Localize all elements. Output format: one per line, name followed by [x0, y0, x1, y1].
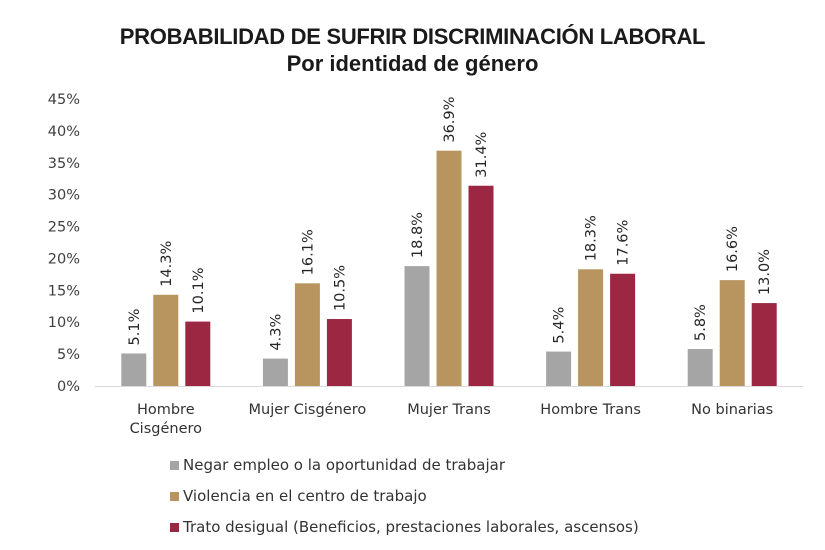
bar — [262, 358, 288, 386]
legend-item: Negar empleo o la oportunidad de trabaja… — [170, 456, 505, 474]
x-tick-label: No binarias — [691, 402, 773, 418]
data-label: 18.3% — [584, 215, 600, 261]
bar — [326, 319, 352, 386]
y-tick-label: 15% — [48, 283, 80, 299]
chart-title: PROBABILIDAD DE SUFRIR DISCRIMINACIÓN LA… — [119, 24, 706, 49]
y-tick-label: 25% — [48, 220, 80, 236]
bar — [185, 321, 211, 386]
bar — [121, 353, 147, 386]
y-tick-label: 30% — [48, 188, 80, 204]
bar — [751, 303, 777, 386]
data-label: 10.5% — [332, 265, 348, 311]
x-tick-label: Hombre — [137, 402, 195, 418]
chart-subtitle: Por identidad de género — [286, 51, 539, 76]
bar — [404, 266, 430, 386]
data-label: 16.1% — [300, 229, 316, 275]
y-tick-label: 10% — [48, 315, 80, 331]
data-label: 5.8% — [693, 304, 709, 341]
legend-label: Negar empleo o la oportunidad de trabaja… — [183, 456, 505, 474]
data-label: 4.3% — [268, 314, 284, 351]
y-tick-label: 5% — [57, 347, 80, 363]
data-label: 14.3% — [159, 241, 175, 287]
bar — [687, 349, 713, 386]
data-label: 16.6% — [725, 226, 741, 272]
data-label: 31.4% — [474, 132, 490, 178]
data-label: 5.4% — [552, 307, 568, 344]
bar — [294, 283, 320, 386]
data-label: 18.8% — [410, 212, 426, 258]
legend-swatch — [170, 522, 179, 532]
y-tick-label: 0% — [57, 379, 80, 395]
legend-item: Trato desigual (Beneficios, prestaciones… — [170, 518, 639, 536]
legend-swatch — [170, 491, 179, 501]
y-tick-label: 35% — [48, 156, 80, 172]
legend-item: Violencia en el centro de trabajo — [170, 487, 427, 505]
legend-swatch — [170, 460, 179, 470]
x-tick-label: Mujer Trans — [407, 402, 491, 418]
x-tick-label: Mujer Cisgénero — [249, 402, 367, 418]
legend-label: Trato desigual (Beneficios, prestaciones… — [183, 518, 639, 536]
bar — [468, 185, 494, 386]
data-label: 5.1% — [127, 309, 143, 346]
bar — [546, 351, 572, 386]
bar — [719, 280, 745, 386]
data-label: 17.6% — [616, 220, 632, 266]
legend-label: Violencia en el centro de trabajo — [183, 487, 427, 505]
bar — [436, 150, 462, 386]
bar — [578, 269, 604, 386]
y-tick-label: 40% — [48, 124, 80, 140]
data-label: 13.0% — [757, 249, 773, 295]
x-tick-label: Cisgénero — [130, 421, 203, 437]
y-tick-label: 20% — [48, 251, 80, 267]
bar — [610, 273, 636, 386]
bar — [153, 294, 179, 386]
data-label: 36.9% — [442, 97, 458, 143]
data-label: 10.1% — [191, 268, 207, 314]
y-tick-label: 45% — [48, 92, 80, 108]
x-tick-label: Hombre Trans — [540, 402, 641, 418]
